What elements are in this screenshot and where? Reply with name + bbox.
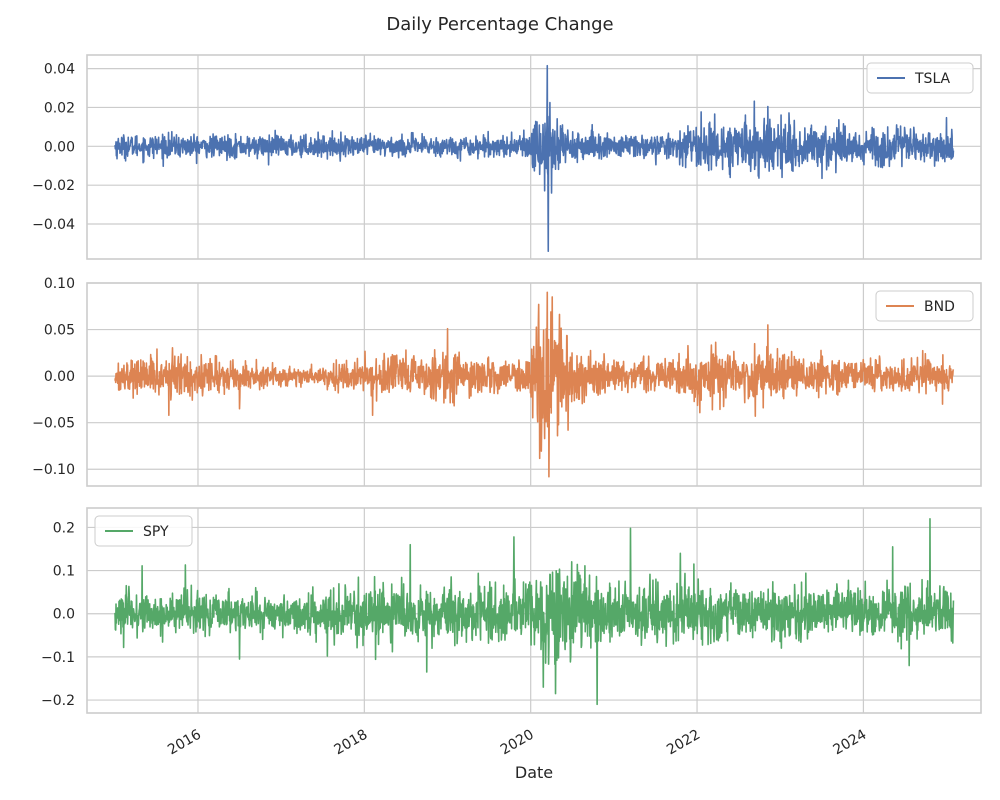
x-tick-label: 2018 (331, 727, 370, 759)
legend-label: TSLA (914, 71, 951, 87)
axes-frame (86, 507, 982, 714)
axes-frame (86, 282, 982, 487)
legend-spy: SPY (94, 515, 193, 547)
y-tick-label: 0.0 (53, 607, 75, 623)
y-tick-label: −0.2 (41, 693, 75, 709)
legend-tsla: TSLA (866, 62, 974, 94)
y-tick-label: 0.2 (53, 520, 75, 536)
y-tick-label: −0.10 (32, 462, 75, 478)
x-tick-label: 2016 (165, 727, 204, 759)
legend-box (875, 290, 974, 322)
y-tick-label: 0.05 (44, 323, 75, 339)
series-line-spy (114, 517, 955, 706)
y-tick-label: −0.04 (32, 217, 75, 233)
legend-bnd: BND (875, 290, 974, 322)
y-tick-label: −0.05 (32, 416, 75, 432)
legend-box (866, 62, 974, 94)
y-tick-label: 0.10 (44, 276, 75, 292)
subplot-tsla: 0.04 0.02 0.00 −0.02 −0.04 TSLA (32, 54, 982, 260)
legend-box (94, 515, 193, 547)
chart-title: Daily Percentage Change (386, 14, 613, 35)
x-tick-label: 2022 (664, 727, 703, 759)
y-tick-label: 0.02 (44, 100, 75, 116)
x-axis-label: Date (515, 763, 553, 782)
series-line-bnd (114, 291, 955, 478)
subplot-spy: 0.2 0.1 0.0 −0.1 −0.2 SPY (41, 507, 982, 714)
x-tick-label: 2020 (498, 727, 537, 759)
series-line-tsla (114, 64, 955, 253)
x-tick-label: 2024 (831, 727, 870, 759)
y-tick-label: 0.00 (44, 369, 75, 385)
y-tick-label: −0.1 (41, 650, 75, 666)
y-tick-label: 0.00 (44, 139, 75, 155)
shared-x-axis: 2016 2018 2020 2022 2024 (165, 727, 869, 759)
y-tick-label: 0.04 (44, 62, 75, 78)
axes-frame (86, 54, 982, 260)
y-tick-label: 0.1 (53, 564, 75, 580)
y-tick-label: −0.02 (32, 178, 75, 194)
legend-label: BND (924, 299, 955, 315)
subplot-panels: 0.04 0.02 0.00 −0.02 −0.04 TSLA 0.10 0.05 0.00 −0… (32, 54, 982, 714)
subplot-bnd: 0.10 0.05 0.00 −0.05 −0.10 BND (32, 276, 982, 487)
legend-label: SPY (143, 524, 169, 540)
